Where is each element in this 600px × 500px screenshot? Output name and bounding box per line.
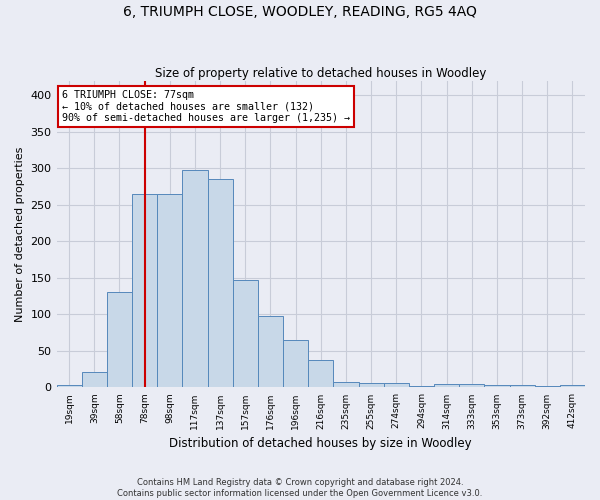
Bar <box>82 372 107 388</box>
Bar <box>233 280 258 388</box>
Bar <box>308 360 334 388</box>
Bar <box>258 316 283 388</box>
Bar <box>132 194 157 388</box>
Text: 6, TRIUMPH CLOSE, WOODLEY, READING, RG5 4AQ: 6, TRIUMPH CLOSE, WOODLEY, READING, RG5 … <box>123 5 477 19</box>
Text: Contains HM Land Registry data © Crown copyright and database right 2024.
Contai: Contains HM Land Registry data © Crown c… <box>118 478 482 498</box>
Y-axis label: Number of detached properties: Number of detached properties <box>15 146 25 322</box>
Bar <box>484 385 509 388</box>
Bar <box>359 383 383 388</box>
X-axis label: Distribution of detached houses by size in Woodley: Distribution of detached houses by size … <box>169 437 472 450</box>
Title: Size of property relative to detached houses in Woodley: Size of property relative to detached ho… <box>155 66 487 80</box>
Bar <box>434 384 459 388</box>
Bar <box>107 292 132 388</box>
Bar <box>409 386 434 388</box>
Bar <box>283 340 308 388</box>
Bar <box>56 385 82 388</box>
Text: 6 TRIUMPH CLOSE: 77sqm
← 10% of detached houses are smaller (132)
90% of semi-de: 6 TRIUMPH CLOSE: 77sqm ← 10% of detached… <box>62 90 350 123</box>
Bar <box>182 170 208 388</box>
Bar <box>560 385 585 388</box>
Bar <box>208 180 233 388</box>
Bar <box>334 382 359 388</box>
Bar <box>509 385 535 388</box>
Bar <box>383 383 409 388</box>
Bar <box>535 386 560 388</box>
Bar <box>157 194 182 388</box>
Bar <box>459 384 484 388</box>
